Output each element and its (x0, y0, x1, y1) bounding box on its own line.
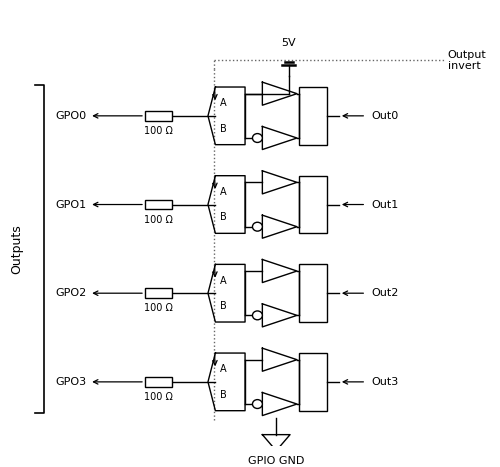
Bar (145, 288, 172, 298)
Bar (300, 353, 326, 410)
Circle shape (252, 400, 262, 409)
Text: 100 Ω: 100 Ω (144, 392, 173, 402)
Text: B: B (220, 124, 227, 134)
Bar (300, 264, 326, 322)
Text: B: B (220, 301, 227, 311)
Text: B: B (220, 212, 227, 222)
Text: GPO3: GPO3 (56, 377, 87, 387)
Bar (300, 176, 326, 234)
Text: Out0: Out0 (371, 111, 398, 121)
Text: Output
invert: Output invert (448, 50, 486, 71)
Text: 100 Ω: 100 Ω (144, 215, 173, 225)
Text: A: A (220, 187, 227, 197)
Text: Out3: Out3 (371, 377, 398, 387)
Circle shape (252, 311, 262, 320)
Text: 100 Ω: 100 Ω (144, 126, 173, 136)
Text: 5V: 5V (282, 38, 296, 49)
Bar (145, 200, 172, 209)
Bar (300, 87, 326, 145)
Circle shape (252, 222, 262, 231)
Text: Out2: Out2 (371, 288, 398, 298)
Text: GPO1: GPO1 (56, 199, 87, 210)
Text: Outputs: Outputs (10, 224, 23, 274)
Text: A: A (220, 98, 227, 108)
Text: 100 Ω: 100 Ω (144, 304, 173, 313)
Text: Out1: Out1 (371, 199, 398, 210)
Bar (145, 111, 172, 120)
Bar (145, 377, 172, 387)
Text: GPO2: GPO2 (56, 288, 87, 298)
Circle shape (252, 134, 262, 142)
Text: B: B (220, 389, 227, 400)
Text: A: A (220, 276, 227, 285)
Text: GPIO GND: GPIO GND (248, 456, 304, 466)
Text: A: A (220, 364, 227, 374)
Text: GPO0: GPO0 (56, 111, 87, 121)
